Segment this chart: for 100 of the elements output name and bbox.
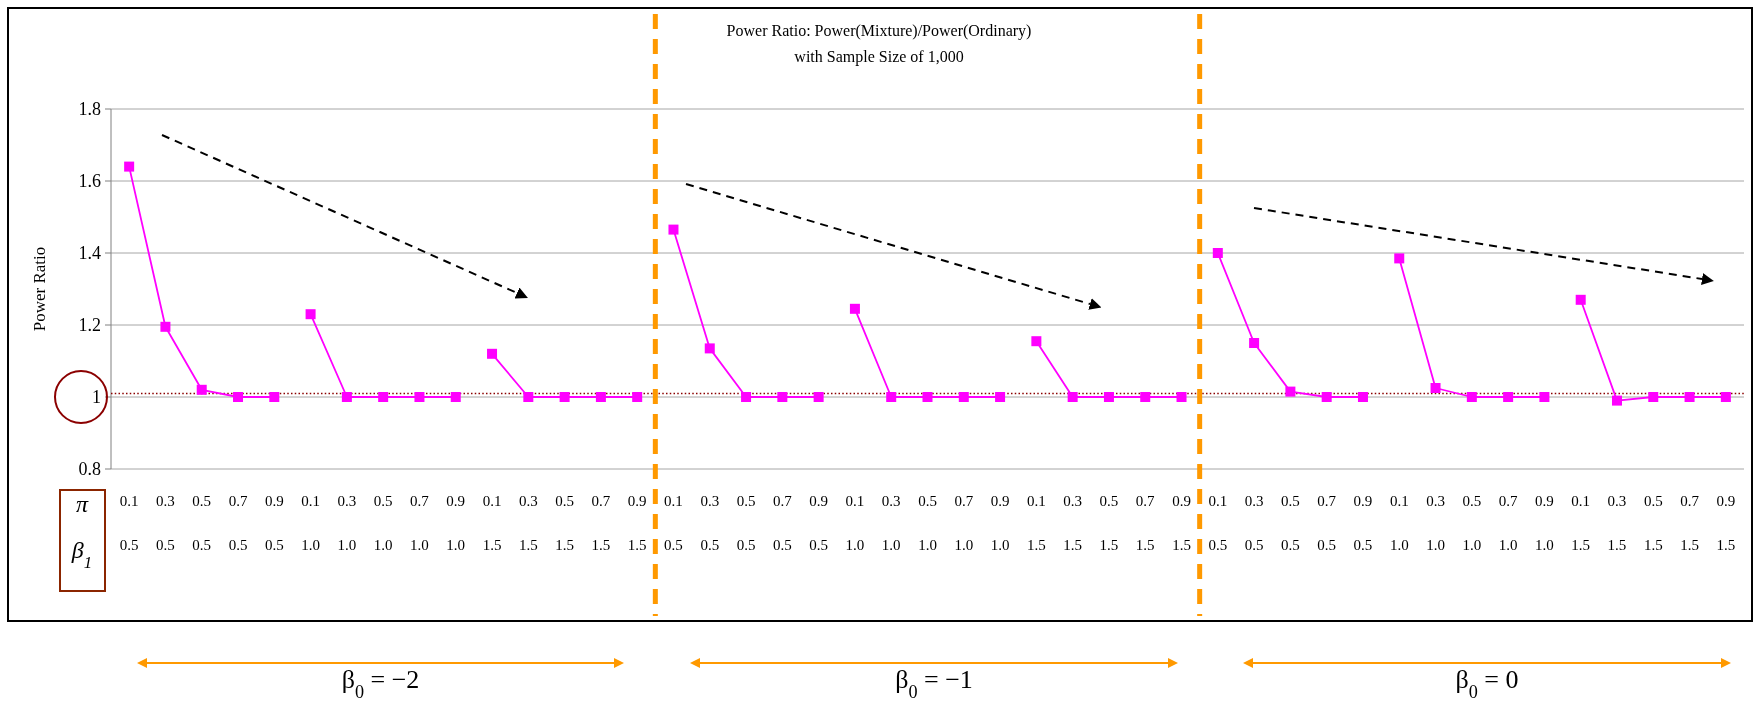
point (1720, 392, 1731, 402)
category-label: 0.3 0.5 (700, 493, 720, 553)
chart-title: Power Ratio: Power(Mixture)/Power(Ordinary) (726, 22, 1032, 40)
point (1031, 336, 1042, 347)
text: β$_{0}$ = −1 (895, 665, 973, 702)
point (1684, 392, 1695, 402)
point (1503, 392, 1514, 402)
category-label: 0.7 0.5 (1317, 493, 1337, 553)
category-label: 0.7 1.0 (1498, 493, 1518, 553)
y-tick-label: 1.6 (78, 171, 101, 192)
category-label: 0.3 0.5 (1244, 493, 1264, 553)
category-label: 0.3 1.5 (1607, 493, 1627, 553)
point (414, 392, 425, 402)
category-label: 0.3 1.0 (337, 493, 357, 553)
category-label: 0.9 1.5 (1716, 493, 1736, 553)
category-label: 0.5 0.5 (1281, 493, 1300, 553)
point (886, 392, 897, 402)
point (1321, 392, 1332, 402)
text: β$_{1}$ (70, 537, 93, 572)
category-label: 0.3 1.0 (881, 493, 901, 553)
point (196, 384, 207, 395)
point (160, 321, 171, 332)
y-axis-title: Power Ratio (30, 246, 49, 332)
point (305, 309, 316, 320)
point (1357, 392, 1368, 402)
category-label: 0.5 1.0 (373, 493, 393, 553)
category-label: 0.9 0.5 (264, 493, 284, 553)
category-label: 0.1 1.5 (1571, 493, 1591, 553)
category-label: 0.7 1.5 (1135, 493, 1155, 553)
point (233, 392, 244, 402)
y-tick-label: 1.8 (78, 99, 101, 120)
point (378, 392, 389, 402)
point (849, 303, 860, 314)
point (559, 392, 570, 402)
category-label: 0.7 1.0 (410, 493, 429, 553)
category-label: 0.1 1.0 (1389, 493, 1409, 553)
point (269, 392, 280, 402)
point (668, 224, 679, 235)
category-label: 0.9 0.5 (1353, 493, 1373, 553)
point (450, 392, 461, 402)
text: β$_{0}$ = −2 (341, 665, 420, 702)
point (1430, 383, 1441, 393)
category-label: 0.7 0.5 (772, 493, 792, 553)
y-tick-label: 1 (92, 387, 101, 408)
y-tick-label: 1.4 (78, 243, 101, 264)
category-label: 0.1 1.5 (482, 493, 502, 553)
category-label: 0.3 1.5 (518, 493, 538, 553)
category-label: 0.1 0.5 (1208, 493, 1228, 553)
point (487, 348, 498, 359)
category-label: 0.5 1.5 (555, 493, 574, 553)
category-label: 0.5 0.5 (736, 493, 756, 553)
point (595, 392, 606, 402)
category-label: 0.9 1.5 (1172, 493, 1191, 553)
category-label: 0.5 1.5 (1099, 493, 1119, 553)
category-label: 0.9 0.5 (809, 493, 829, 553)
point (523, 392, 534, 402)
category-label: 0.3 1.5 (1063, 493, 1083, 553)
text: β$_{0}$ = 0 (1455, 665, 1519, 702)
point (995, 392, 1006, 402)
point (1394, 253, 1405, 264)
category-label: 0.5 0.5 (192, 493, 212, 553)
point (1249, 338, 1260, 348)
point (1067, 392, 1078, 402)
category-label: 0.1 0.5 (664, 493, 683, 553)
category-label: 0.1 1.5 (1026, 493, 1046, 553)
point (922, 392, 933, 402)
point (341, 392, 352, 402)
category-label: 0.9 1.0 (990, 493, 1010, 553)
point (1575, 294, 1586, 305)
category-label: 0.1 0.5 (119, 493, 139, 553)
point (632, 392, 643, 402)
point (124, 161, 135, 172)
category-label: 0.9 1.0 (446, 493, 466, 553)
point (1539, 392, 1550, 402)
point (1648, 392, 1659, 402)
point (958, 392, 969, 402)
point (1212, 248, 1223, 258)
category-label: 0.9 1.5 (627, 493, 647, 553)
category-label: 0.1 1.0 (301, 493, 320, 553)
category-label: 0.7 1.0 (954, 493, 974, 553)
chart-subtitle: with Sample Size of 1,000 (794, 48, 964, 66)
point (1140, 392, 1151, 402)
category-label: 0.1 1.0 (845, 493, 865, 553)
category-label: 0.3 0.5 (156, 493, 175, 553)
category-label: 0.7 1.5 (1680, 493, 1699, 553)
category-label: 0.3 1.0 (1426, 493, 1445, 553)
point (741, 392, 752, 402)
category-label: 0.7 0.5 (228, 493, 248, 553)
point (813, 392, 824, 402)
y-tick-label: 1.2 (78, 315, 101, 336)
category-label: 0.5 1.5 (1643, 493, 1663, 553)
point (777, 392, 788, 402)
point (1611, 395, 1622, 406)
category-label: 0.9 1.0 (1535, 493, 1554, 553)
y-tick-label: 0.8 (78, 459, 101, 480)
point (1466, 392, 1477, 402)
point (1103, 392, 1114, 402)
category-label: 0.5 1.0 (918, 493, 937, 553)
category-label: 0.5 1.0 (1462, 493, 1482, 553)
point (1176, 392, 1187, 402)
